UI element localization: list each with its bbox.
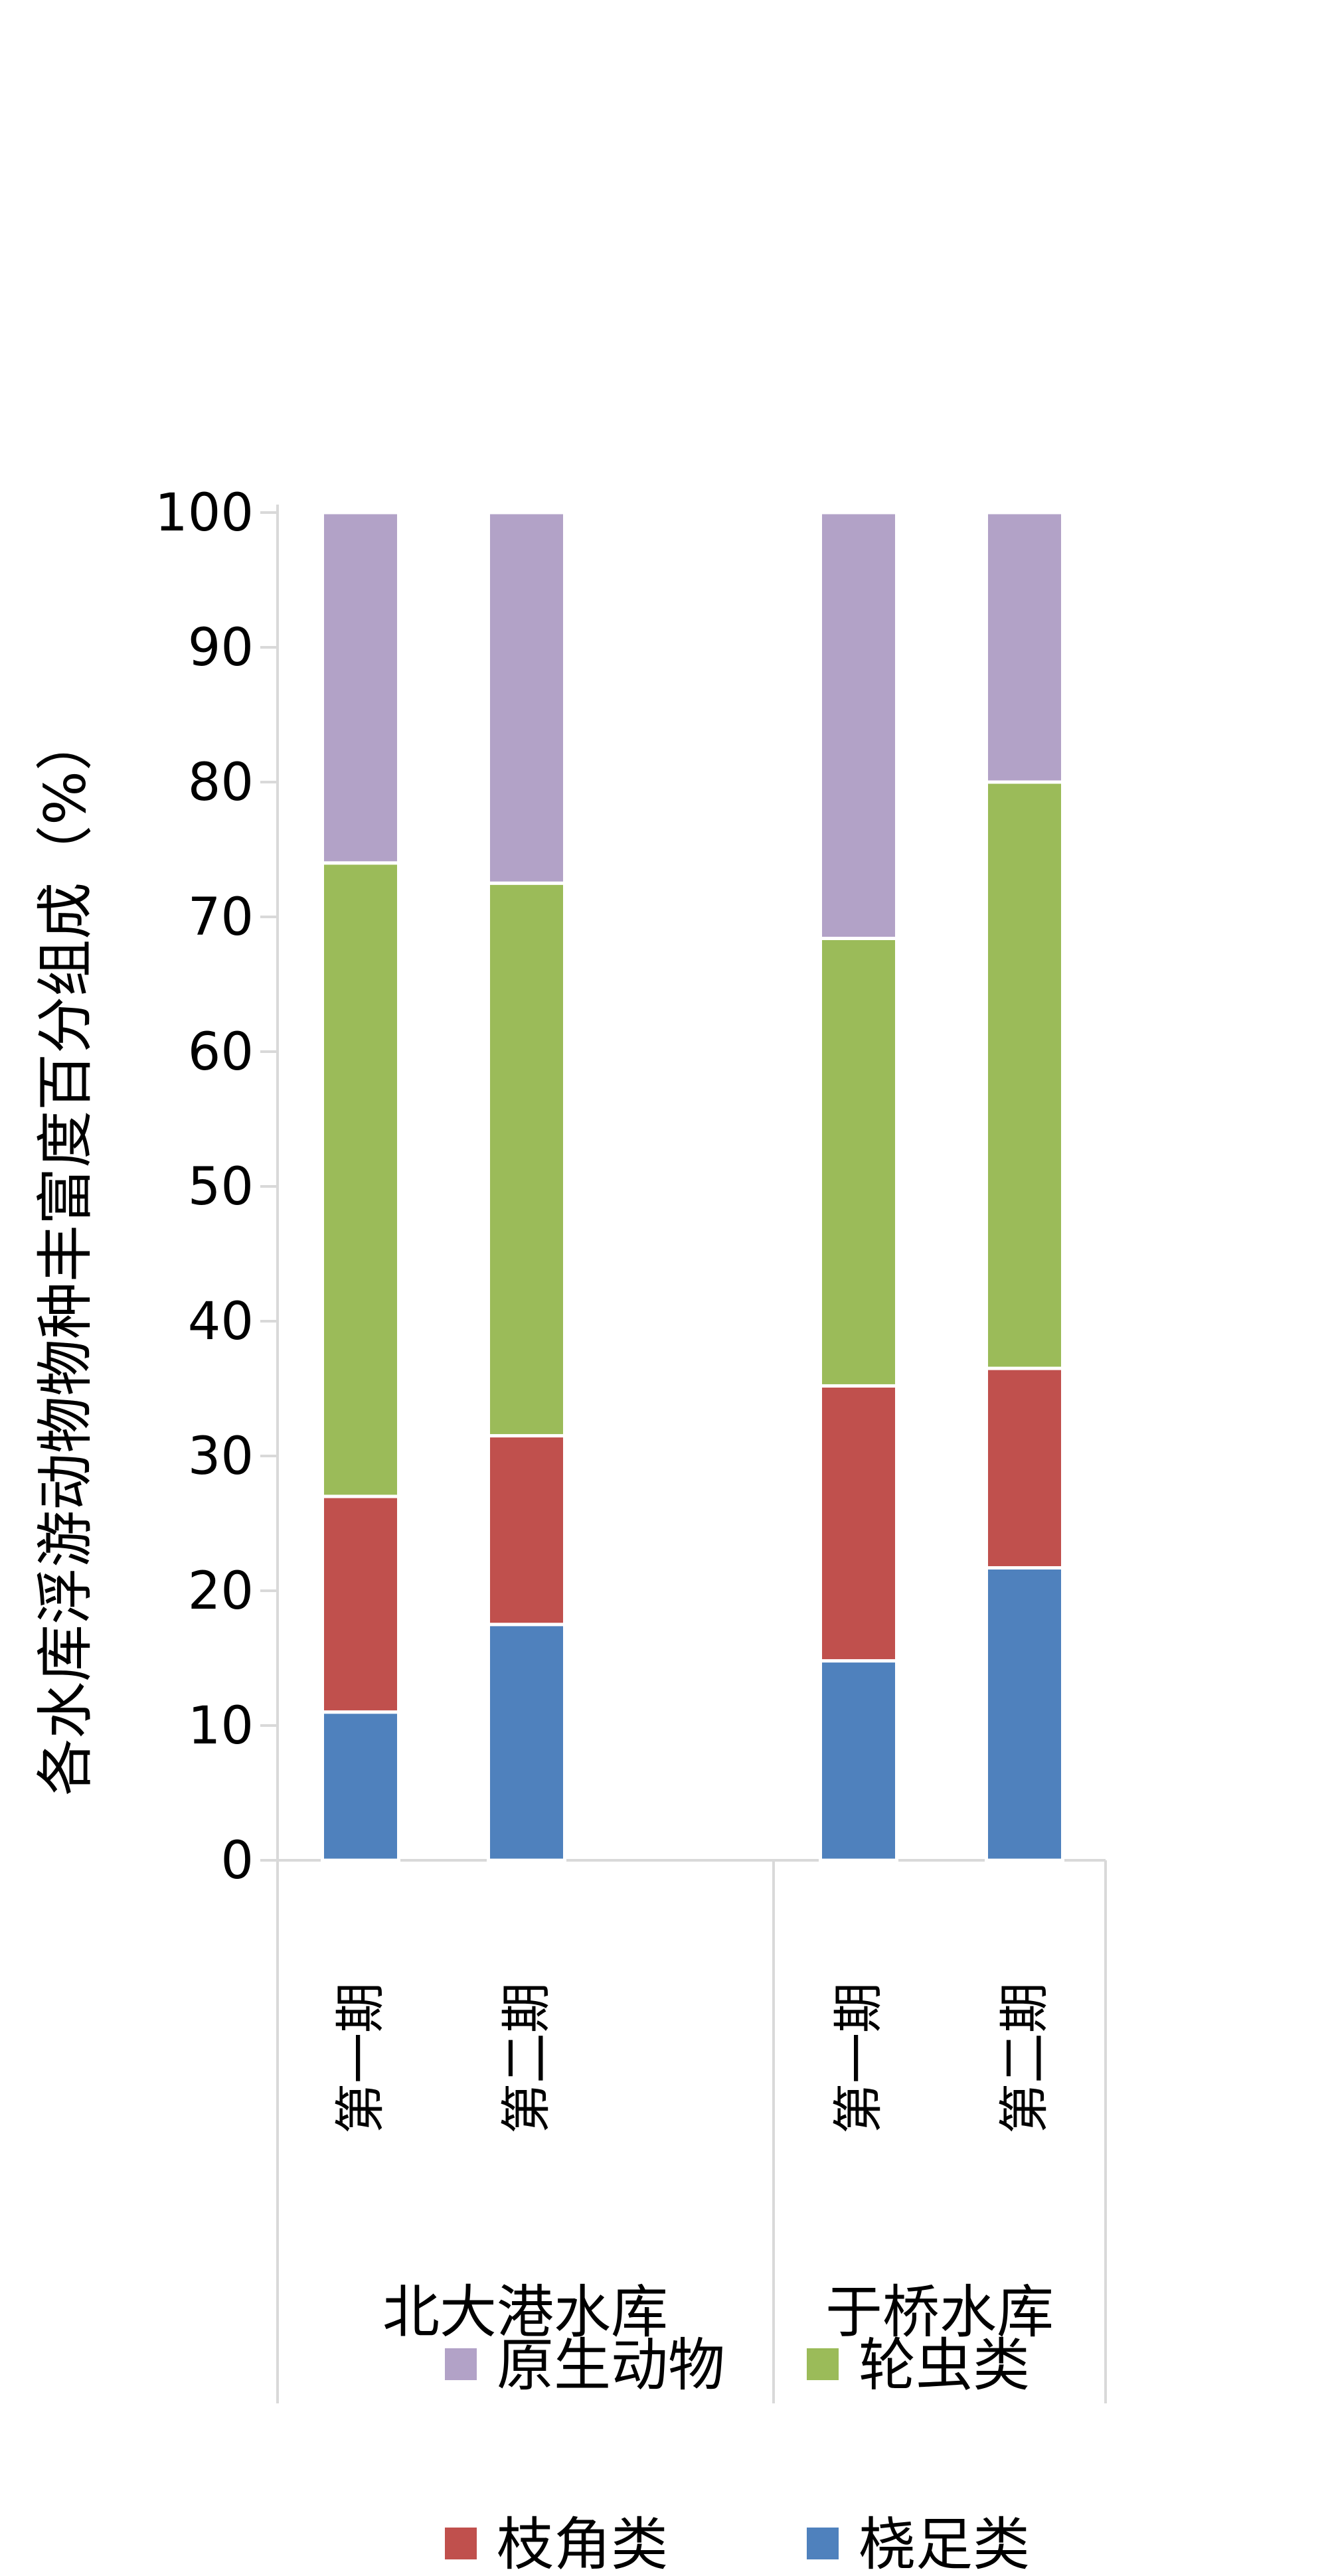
legend-label: 桡足类 <box>859 2512 1030 2576</box>
legend-swatch <box>445 2528 477 2559</box>
y-tick-label: 40 <box>188 1292 254 1352</box>
y-tick-label: 20 <box>188 1562 254 1621</box>
bar-segment <box>985 780 1064 1370</box>
bar-segment <box>487 881 566 1438</box>
group-label: 北大港水库 <box>382 2279 668 2346</box>
bar-segment <box>819 936 898 1388</box>
legend-swatch <box>807 2348 839 2380</box>
y-tick-label: 30 <box>188 1427 254 1487</box>
bar-segment <box>321 511 400 865</box>
y-tick-labels: 0 10 20 30 40 50 60 70 80 90 100 <box>155 483 278 1891</box>
bar-segment <box>985 1566 1064 1862</box>
group-label: 于桥水库 <box>825 2279 1054 2346</box>
legend-label: 轮虫类 <box>859 2332 1030 2399</box>
bar-segment <box>819 1659 898 1862</box>
bar-segment <box>819 1384 898 1663</box>
legend-item: 轮虫类 <box>807 2332 1030 2399</box>
y-tick-label: 60 <box>188 1022 254 1082</box>
category-label: 第一期 <box>829 1982 888 2134</box>
legend-item: 桡足类 <box>807 2512 1030 2576</box>
y-tick-label: 10 <box>188 1696 254 1756</box>
bars <box>321 511 1064 1862</box>
y-tick-label: 80 <box>188 753 254 813</box>
group-labels: 北大港水库 于桥水库 <box>382 2279 1054 2346</box>
y-tick-label: 90 <box>188 618 254 678</box>
bar-segment <box>487 1623 566 1862</box>
y-axis-label: 各水库浮游动物物种丰富度百分组成（%） <box>33 714 99 1796</box>
category-label: 第二期 <box>995 1982 1054 2134</box>
y-tick-label: 0 <box>220 1831 254 1891</box>
bar-segment <box>985 511 1064 784</box>
y-tick-label: 50 <box>188 1157 254 1217</box>
legend-label: 原生动物 <box>497 2332 725 2399</box>
bar-segment <box>487 511 566 885</box>
bar-segment <box>985 1366 1064 1570</box>
category-label: 第二期 <box>497 1982 556 2134</box>
legend-label: 枝角类 <box>497 2512 668 2576</box>
y-tick-label: 70 <box>188 888 254 947</box>
bar-segment <box>321 1710 400 1862</box>
legend-swatch <box>445 2348 477 2380</box>
bar-segment <box>321 861 400 1498</box>
legend-item: 枝角类 <box>445 2512 668 2576</box>
bar-segment <box>321 1494 400 1714</box>
legend-swatch <box>807 2528 839 2559</box>
category-label: 第一期 <box>331 1982 390 2134</box>
y-tick-label: 100 <box>155 483 254 543</box>
bar-segment <box>487 1434 566 1627</box>
legend-item: 原生动物 <box>445 2332 725 2399</box>
category-labels: 第一期 第二期 第一期 第二期 <box>331 1982 1054 2134</box>
bar-segment <box>819 511 898 940</box>
